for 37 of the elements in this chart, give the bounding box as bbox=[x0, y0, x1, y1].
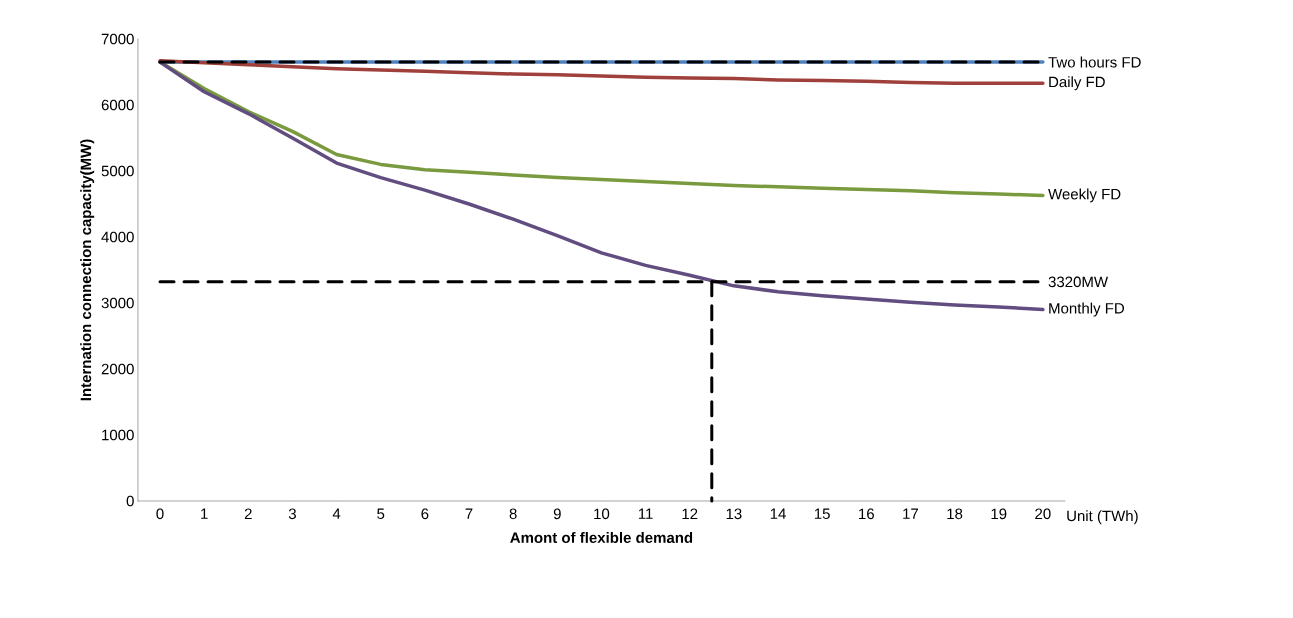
x-tick-label: 2 bbox=[244, 508, 252, 519]
y-tick-label: 1000 bbox=[102, 429, 134, 441]
x-tick-label: 9 bbox=[553, 508, 561, 520]
x-tick-label: 10 bbox=[594, 508, 610, 520]
series-label: Two hours FD bbox=[1048, 56, 1141, 68]
x-tick-label: 17 bbox=[903, 508, 919, 519]
y-tick-label: 4000 bbox=[101, 231, 134, 243]
x-tick-label: 16 bbox=[859, 508, 874, 520]
x-tick-label: 12 bbox=[682, 508, 698, 519]
x-tick-label: 1 bbox=[201, 508, 208, 519]
x-tick-label: 14 bbox=[770, 508, 786, 519]
series-label: Monthly FD bbox=[1049, 302, 1125, 317]
y-axis-title: Internation connection capacity(MW) bbox=[80, 139, 95, 401]
x-tick-label: 18 bbox=[947, 508, 963, 520]
series-label: Weekly FD bbox=[1048, 188, 1121, 203]
x-tick-label: 15 bbox=[814, 508, 830, 519]
x-tick-label: 11 bbox=[638, 508, 653, 519]
y-tick-label: 6000 bbox=[101, 99, 134, 111]
y-tick-label: 7000 bbox=[101, 33, 134, 45]
series-label: 3320MW bbox=[1048, 276, 1109, 288]
x-tick-label: 8 bbox=[509, 508, 517, 520]
x-tick-label: 19 bbox=[991, 508, 1007, 520]
x-tick-label: 6 bbox=[421, 508, 429, 520]
y-tick-label: 5000 bbox=[101, 165, 134, 177]
series-label: Daily FD bbox=[1049, 76, 1105, 91]
y-tick-label: 0 bbox=[126, 495, 134, 507]
x-tick-label: 5 bbox=[377, 508, 385, 519]
x-tick-label: 4 bbox=[332, 508, 341, 519]
x-axis-title: Amont of flexible demand bbox=[510, 532, 693, 544]
x-tick-label: 13 bbox=[726, 508, 742, 520]
y-tick-label: 2000 bbox=[101, 363, 134, 375]
x-tick-label: 20 bbox=[1035, 508, 1051, 520]
y-tick-label: 3000 bbox=[101, 297, 134, 309]
x-tick-label: 7 bbox=[465, 508, 473, 519]
text: Unit (TWh) bbox=[1067, 510, 1138, 525]
x-tick-label: 3 bbox=[288, 508, 296, 520]
x-tick-label: 0 bbox=[156, 508, 164, 520]
